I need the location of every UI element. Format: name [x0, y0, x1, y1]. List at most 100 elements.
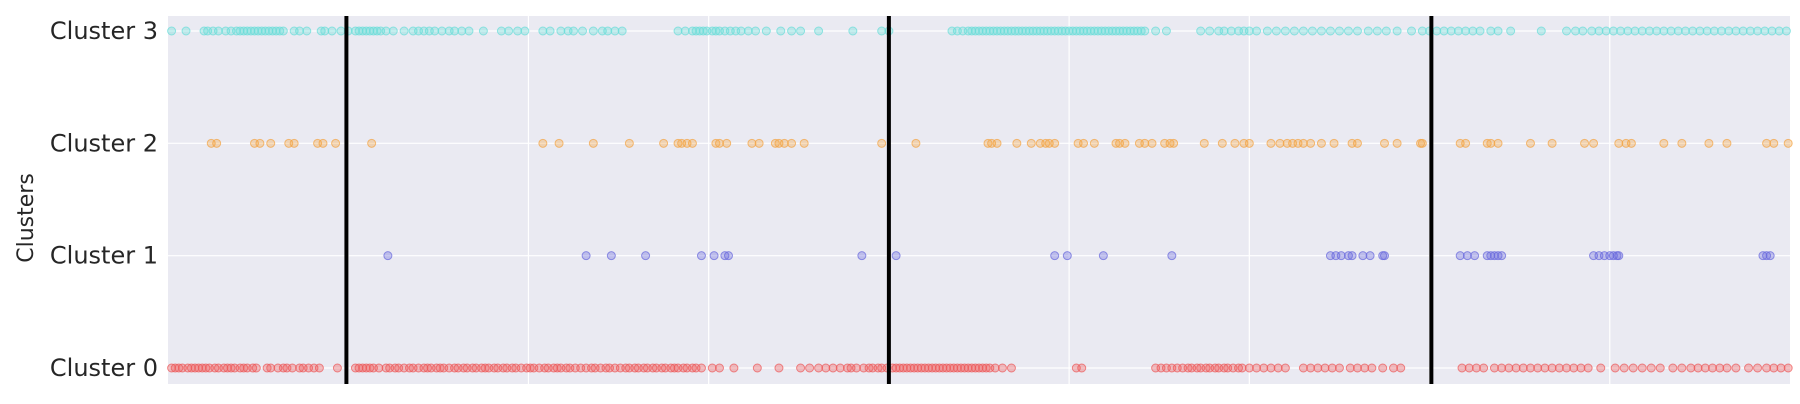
data-point-cluster-2 [1230, 138, 1240, 148]
data-point-cluster-0 [1628, 363, 1638, 373]
data-point-cluster-0 [1554, 363, 1564, 373]
data-point-cluster-0 [1518, 363, 1528, 373]
data-point-cluster-3 [213, 26, 223, 36]
data-point-cluster-0 [1533, 363, 1543, 373]
data-point-cluster-3 [545, 26, 555, 36]
data-point-cluster-1 [1614, 251, 1624, 261]
data-point-cluster-0 [1464, 363, 1474, 373]
data-point-cluster-2 [255, 138, 265, 148]
data-point-cluster-3 [761, 26, 771, 36]
data-point-cluster-2 [331, 138, 341, 148]
data-point-cluster-3 [399, 26, 409, 36]
data-point-cluster-2 [588, 138, 598, 148]
data-point-cluster-3 [1219, 26, 1229, 36]
data-point-cluster-2 [1614, 138, 1624, 148]
y-tick-label: Cluster 1 [50, 242, 158, 270]
data-point-cluster-0 [1744, 363, 1754, 373]
data-point-cluster-1 [709, 251, 719, 261]
data-point-cluster-0 [1479, 363, 1489, 373]
data-point-cluster-1 [723, 251, 733, 261]
data-point-cluster-0 [1077, 363, 1087, 373]
data-point-cluster-3 [1594, 26, 1604, 36]
data-point-cluster-3 [1262, 26, 1272, 36]
data-point-cluster-3 [1307, 26, 1317, 36]
data-point-cluster-3 [1468, 26, 1478, 36]
data-point-cluster-2 [1199, 138, 1209, 148]
data-point-cluster-0 [997, 363, 1007, 373]
data-point-cluster-0 [1753, 363, 1763, 373]
data-point-cluster-0 [835, 363, 845, 373]
data-point-cluster-0 [752, 363, 762, 373]
data-point-cluster-0 [1525, 363, 1535, 373]
data-point-cluster-3 [578, 26, 588, 36]
data-point-cluster-2 [554, 138, 564, 148]
y-tick-label: Cluster 0 [50, 354, 158, 382]
data-point-cluster-0 [1259, 363, 1269, 373]
data-point-cluster-3 [1392, 26, 1402, 36]
data-point-cluster-3 [1372, 26, 1382, 36]
data-point-cluster-3 [1724, 26, 1734, 36]
data-point-cluster-3 [464, 26, 474, 36]
data-point-cluster-2 [1486, 138, 1496, 148]
data-point-cluster-3 [1760, 26, 1770, 36]
data-point-cluster-3 [1352, 26, 1362, 36]
data-point-cluster-2 [266, 138, 276, 148]
data-point-cluster-0 [1280, 363, 1290, 373]
data-point-cluster-3 [1244, 26, 1254, 36]
data-point-cluster-3 [1439, 26, 1449, 36]
data-point-cluster-3 [295, 26, 305, 36]
data-point-cluster-2 [714, 138, 724, 148]
data-point-cluster-1 [1380, 251, 1389, 261]
data-point-cluster-0 [1762, 363, 1772, 373]
plot-background [168, 16, 1790, 384]
data-point-cluster-3 [1343, 26, 1353, 36]
data-point-cluster-0 [1471, 363, 1481, 373]
data-point-cluster-2 [1589, 138, 1599, 148]
data-point-cluster-0 [266, 363, 276, 373]
data-point-cluster-0 [1576, 363, 1586, 373]
data-point-cluster-3 [1461, 26, 1471, 36]
data-point-cluster-2 [1012, 138, 1022, 148]
y-tick-label: Cluster 2 [50, 129, 158, 157]
data-point-cluster-3 [776, 26, 786, 36]
data-point-cluster-3 [327, 26, 337, 36]
data-point-cluster-0 [1489, 363, 1499, 373]
data-point-cluster-0 [1389, 363, 1399, 373]
data-point-cluster-0 [707, 363, 717, 373]
data-point-cluster-2 [1089, 138, 1099, 148]
data-point-cluster-2 [624, 138, 634, 148]
data-point-cluster-3 [1738, 26, 1748, 36]
data-point-cluster-0 [1655, 363, 1665, 373]
data-point-cluster-3 [1637, 26, 1647, 36]
data-point-cluster-3 [1644, 26, 1654, 36]
data-point-cluster-0 [1596, 363, 1606, 373]
data-point-cluster-3 [736, 26, 746, 36]
data-point-cluster-2 [1169, 138, 1179, 148]
data-point-cluster-3 [1205, 26, 1215, 36]
data-point-cluster-3 [814, 26, 824, 36]
data-point-cluster-3 [167, 26, 177, 36]
data-point-cluster-3 [1536, 26, 1546, 36]
data-point-cluster-1 [1455, 251, 1465, 261]
data-point-cluster-0 [1352, 363, 1362, 373]
data-point-cluster-3 [1774, 26, 1784, 36]
data-point-cluster-3 [1325, 26, 1335, 36]
data-point-cluster-3 [1753, 26, 1763, 36]
data-point-cluster-2 [1352, 138, 1362, 148]
data-point-cluster-3 [1562, 26, 1572, 36]
data-point-cluster-2 [1417, 138, 1427, 148]
data-point-cluster-3 [1298, 26, 1308, 36]
data-point-cluster-0 [1252, 363, 1262, 373]
data-point-cluster-3 [181, 26, 191, 36]
data-point-cluster-2 [722, 138, 732, 148]
data-point-cluster-1 [581, 251, 591, 261]
data-point-cluster-2 [1626, 138, 1636, 148]
data-point-cluster-3 [1781, 26, 1791, 36]
data-point-cluster-2 [1380, 138, 1389, 148]
data-point-cluster-1 [1470, 251, 1480, 261]
data-point-cluster-0 [1497, 363, 1507, 373]
data-point-cluster-0 [774, 363, 784, 373]
data-point-cluster-2 [1525, 138, 1535, 148]
data-point-cluster-3 [278, 26, 288, 36]
data-point-cluster-2 [1783, 138, 1793, 148]
